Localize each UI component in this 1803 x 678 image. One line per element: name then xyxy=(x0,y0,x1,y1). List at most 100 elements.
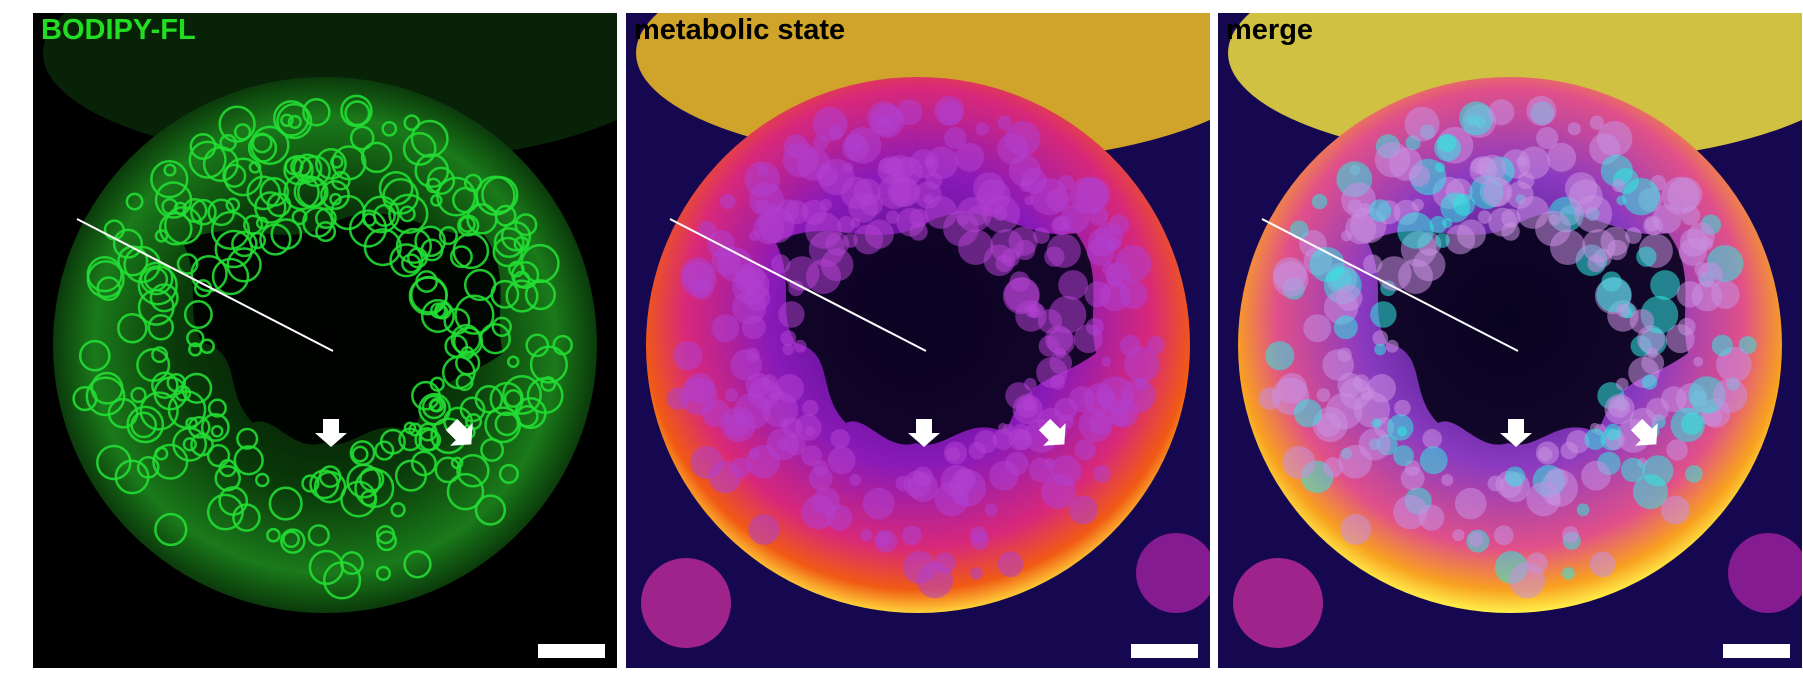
droplet xyxy=(410,275,448,314)
droplet xyxy=(945,446,961,462)
droplet xyxy=(210,210,251,250)
droplet xyxy=(801,494,836,530)
droplet xyxy=(1303,314,1332,343)
droplet xyxy=(1078,407,1113,442)
droplet xyxy=(1323,457,1344,478)
droplet xyxy=(1620,457,1645,482)
droplet xyxy=(376,530,398,552)
droplet xyxy=(748,514,780,545)
droplet xyxy=(1652,204,1682,234)
droplet xyxy=(812,106,848,142)
droplet xyxy=(1488,99,1515,126)
droplet xyxy=(1339,377,1372,410)
droplet xyxy=(1265,341,1295,371)
droplet xyxy=(283,154,314,186)
droplet xyxy=(420,299,455,333)
droplet xyxy=(1441,474,1454,486)
droplet xyxy=(1347,199,1362,214)
droplet xyxy=(731,457,752,478)
droplet xyxy=(701,399,731,428)
droplet xyxy=(845,133,865,153)
droplet xyxy=(255,472,270,488)
droplet xyxy=(1582,229,1616,263)
droplet xyxy=(315,148,347,180)
droplet xyxy=(1004,277,1040,313)
droplet xyxy=(1037,309,1063,334)
droplet xyxy=(72,386,98,412)
droplet xyxy=(1340,514,1372,545)
droplet xyxy=(374,440,395,461)
panel: metabolic state xyxy=(626,13,1210,668)
droplet xyxy=(456,454,490,488)
droplet xyxy=(719,193,736,210)
droplet xyxy=(490,279,520,309)
droplet xyxy=(296,176,329,208)
droplet xyxy=(956,213,969,226)
droplet xyxy=(934,95,965,126)
droplet xyxy=(349,440,376,466)
droplet xyxy=(743,284,771,312)
droplet xyxy=(1477,210,1492,224)
droplet xyxy=(1385,339,1399,353)
droplet xyxy=(925,146,959,180)
arrow xyxy=(1630,418,1658,446)
droplet xyxy=(398,427,423,452)
droplet xyxy=(1716,346,1752,383)
panel-label: merge xyxy=(1226,14,1313,46)
droplet xyxy=(188,342,203,357)
droplet xyxy=(455,350,481,376)
droplet xyxy=(233,445,264,476)
droplet xyxy=(190,198,217,226)
panel: BODIPY-FL xyxy=(33,13,617,668)
image xyxy=(33,13,617,668)
droplet xyxy=(982,194,1021,233)
droplet xyxy=(778,301,805,328)
droplet xyxy=(511,260,540,290)
droplet xyxy=(85,376,126,417)
droplet xyxy=(349,125,375,151)
droplet xyxy=(173,201,187,215)
droplet xyxy=(767,202,779,214)
droplet xyxy=(1596,277,1632,313)
droplet xyxy=(331,145,367,181)
droplet xyxy=(414,153,450,189)
droplet xyxy=(1468,531,1484,547)
droplet xyxy=(1483,177,1513,207)
droplet xyxy=(493,227,525,259)
droplet xyxy=(233,123,252,141)
droplet xyxy=(474,494,507,526)
droplet xyxy=(403,114,421,132)
droplet xyxy=(315,221,337,243)
droplet xyxy=(1282,446,1316,479)
droplet xyxy=(1493,525,1514,546)
droplet xyxy=(107,397,139,429)
droplet xyxy=(491,316,512,337)
droplet xyxy=(139,391,179,431)
droplet xyxy=(1074,439,1096,461)
droplet xyxy=(434,456,462,484)
droplet xyxy=(130,386,147,404)
droplet xyxy=(1437,133,1457,153)
droplet xyxy=(340,480,378,518)
droplet xyxy=(1345,213,1377,245)
droplet xyxy=(161,198,179,215)
droplet xyxy=(280,113,294,128)
droplet xyxy=(287,114,302,129)
droplet xyxy=(1422,429,1442,449)
droplet xyxy=(248,231,267,250)
droplet xyxy=(1341,230,1352,242)
droplet xyxy=(206,443,231,468)
arrow xyxy=(315,419,347,447)
droplet xyxy=(745,347,760,362)
droplet xyxy=(508,260,525,278)
droplet xyxy=(388,193,429,234)
droplet xyxy=(779,418,790,429)
droplet xyxy=(853,224,884,255)
droplet xyxy=(1393,445,1414,466)
droplet xyxy=(421,394,447,420)
droplet xyxy=(1581,460,1611,491)
droplet xyxy=(232,503,261,532)
droplet xyxy=(149,283,179,313)
droplet xyxy=(1374,343,1387,356)
droplet xyxy=(375,524,396,545)
